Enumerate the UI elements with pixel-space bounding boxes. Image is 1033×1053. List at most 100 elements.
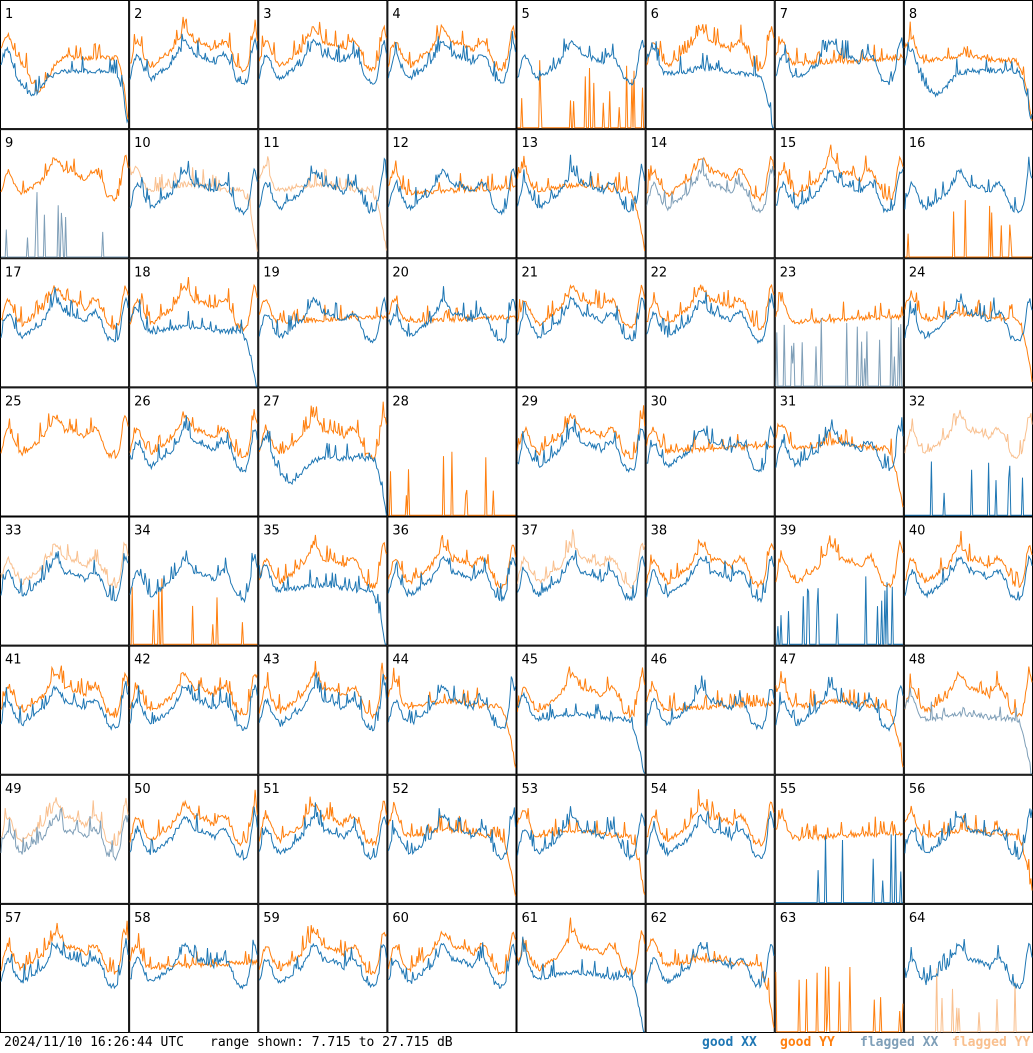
tile-frame (516, 774, 646, 904)
xx-line (517, 296, 646, 342)
tile-label: 40 (909, 524, 926, 539)
tile-21: 21 (516, 258, 646, 388)
xx-line (258, 38, 387, 85)
yy-line (388, 160, 516, 197)
legend-good-xx: good XX (702, 1035, 757, 1050)
xx-line (646, 291, 775, 345)
tile-frame (903, 774, 1033, 904)
xx-line (517, 550, 646, 602)
tile-64: 64 (903, 903, 1033, 1033)
tile-label: 44 (392, 653, 409, 668)
tile-59: 59 (258, 903, 388, 1033)
tile-frame (258, 258, 388, 388)
tile-label: 30 (651, 394, 668, 409)
xx-line (387, 168, 516, 216)
yy-line (904, 805, 1033, 891)
tile-label: 45 (522, 653, 539, 668)
tile-label: 18 (134, 265, 151, 280)
tile-label: 1 (5, 7, 13, 22)
xx-line (129, 33, 258, 86)
yy-line (517, 666, 646, 719)
tile-54: 54 (645, 774, 775, 904)
tile-frame (516, 0, 646, 130)
xx-line (646, 555, 775, 604)
xx-line (775, 576, 903, 645)
tile-label: 60 (392, 911, 409, 926)
tile-label: 3 (263, 7, 271, 22)
tile-60: 60 (387, 903, 517, 1033)
xx-line (904, 461, 1032, 516)
tile-frame (774, 903, 904, 1033)
yy-line (258, 796, 387, 847)
xx-line (775, 417, 904, 472)
tile-label: 54 (651, 782, 668, 797)
tile-frame (903, 258, 1033, 388)
yy-line (517, 405, 646, 460)
xx-line (129, 299, 258, 387)
yy-line (517, 155, 646, 252)
xx-line (0, 681, 129, 731)
yy-line (388, 295, 516, 325)
xx-line (258, 802, 387, 860)
tile-57: 57 (0, 903, 130, 1033)
tile-2: 2 (129, 0, 259, 130)
tile-20: 20 (387, 258, 517, 388)
tile-56: 56 (903, 774, 1033, 904)
tile-58: 58 (129, 903, 259, 1033)
tile-frame (0, 903, 130, 1033)
tile-5: 5 (516, 0, 646, 130)
tile-19: 19 (258, 258, 388, 388)
tile-52: 52 (387, 774, 517, 904)
yy-line (646, 538, 775, 590)
tile-49: 49 (0, 774, 130, 904)
tile-label: 6 (651, 7, 659, 22)
xx-line (517, 936, 645, 1033)
tile-31: 31 (774, 387, 904, 517)
tile-55: 55 (774, 774, 904, 904)
yy-line (0, 31, 129, 121)
xx-line (517, 418, 646, 473)
tile-label: 56 (909, 782, 926, 797)
tile-label: 14 (651, 136, 668, 151)
tile-47: 47 (774, 645, 904, 775)
yy-line (904, 200, 1032, 258)
xx-line (258, 157, 387, 215)
xx-line (387, 30, 516, 84)
yy-line (646, 283, 775, 331)
tile-label: 63 (780, 911, 797, 926)
tile-27: 27 (258, 387, 388, 517)
yy-line (0, 797, 129, 846)
tile-label: 57 (5, 911, 22, 926)
xx-line (904, 939, 1033, 990)
tile-7: 7 (774, 0, 904, 130)
xx-line (129, 160, 258, 216)
tile-frame (387, 258, 517, 388)
tile-frame (258, 516, 388, 646)
tile-label: 20 (392, 265, 409, 280)
yy-line (130, 578, 258, 645)
tile-label: 2 (134, 7, 142, 22)
xx-line (646, 942, 775, 989)
xx-line (129, 683, 258, 731)
tile-label: 38 (651, 524, 668, 539)
tile-label: 47 (780, 653, 797, 668)
yy-line (646, 155, 775, 203)
yy-line (258, 299, 387, 325)
yy-line (0, 285, 129, 330)
tile-29: 29 (516, 387, 646, 517)
tile-37: 37 (516, 516, 646, 646)
tile-4: 4 (387, 0, 517, 130)
yy-line (129, 409, 258, 459)
tile-32: 32 (903, 387, 1033, 517)
tile-18: 18 (129, 258, 259, 388)
tile-35: 35 (258, 516, 388, 646)
xx-line (517, 806, 646, 862)
tile-17: 17 (0, 258, 130, 388)
tile-8: 8 (903, 0, 1033, 130)
xx-line (517, 691, 646, 774)
tile-frame (516, 387, 646, 517)
yy-line (517, 60, 645, 129)
tile-24: 24 (903, 258, 1033, 388)
tile-48: 48 (903, 645, 1033, 775)
tile-label: 9 (5, 136, 13, 151)
